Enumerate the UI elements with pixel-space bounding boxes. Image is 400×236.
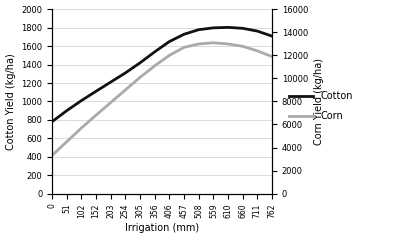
Corn — [226, 42, 230, 45]
Corn — [211, 41, 216, 44]
Corn — [108, 101, 113, 104]
Corn — [50, 154, 54, 157]
Cotton — [270, 35, 274, 38]
Cotton — [182, 33, 186, 36]
Cotton — [211, 26, 216, 29]
Corn — [152, 64, 157, 67]
X-axis label: Irrigation (mm): Irrigation (mm) — [125, 223, 199, 233]
Cotton — [240, 27, 245, 30]
Cotton — [226, 26, 230, 29]
Corn — [79, 126, 84, 129]
Cotton — [50, 120, 54, 123]
Corn — [270, 55, 274, 58]
Cotton — [123, 72, 128, 74]
Corn — [240, 45, 245, 48]
Cotton — [64, 109, 69, 112]
Cotton — [196, 28, 201, 31]
Line: Corn: Corn — [52, 43, 272, 156]
Corn — [196, 42, 201, 45]
Y-axis label: Corn Yield (kg/ha): Corn Yield (kg/ha) — [314, 58, 324, 145]
Corn — [123, 88, 128, 91]
Corn — [64, 140, 69, 143]
Corn — [138, 76, 142, 79]
Line: Cotton: Cotton — [52, 27, 272, 122]
Y-axis label: Cotton Yield (kg/ha): Cotton Yield (kg/ha) — [6, 53, 16, 150]
Legend: Cotton, Corn: Cotton, Corn — [285, 88, 357, 125]
Corn — [182, 46, 186, 49]
Cotton — [94, 90, 98, 93]
Corn — [167, 54, 172, 57]
Cotton — [108, 81, 113, 84]
Cotton — [79, 99, 84, 102]
Corn — [94, 114, 98, 117]
Cotton — [255, 30, 260, 33]
Cotton — [152, 50, 157, 53]
Corn — [255, 50, 260, 52]
Cotton — [167, 40, 172, 43]
Cotton — [138, 61, 142, 64]
